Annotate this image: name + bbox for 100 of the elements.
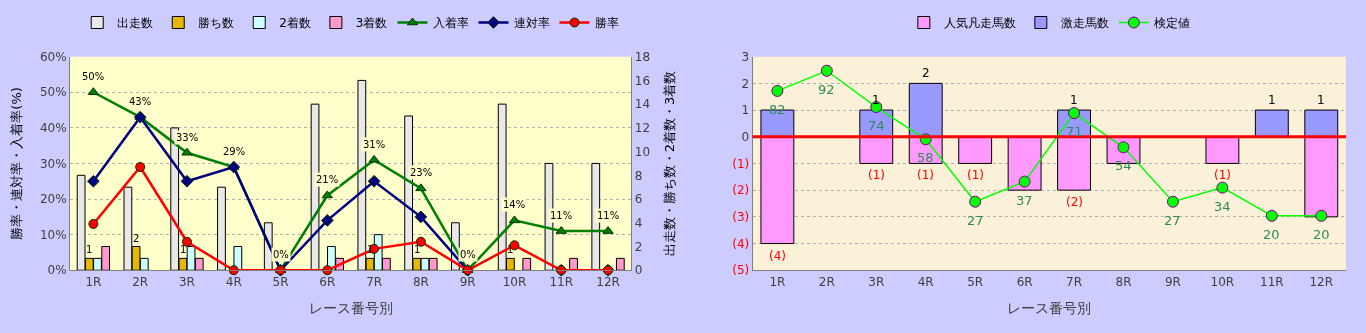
data-label: 20	[1263, 227, 1280, 242]
data-label: 1	[1268, 93, 1276, 107]
data-label: 23%	[410, 167, 433, 178]
y2-tick-label: 0	[634, 263, 643, 278]
point	[414, 210, 428, 224]
x-tick-label: 8R	[1115, 274, 1132, 289]
data-label: 20	[1313, 227, 1330, 242]
data-label: 0%	[273, 249, 289, 260]
x-tick-label: 12R	[1309, 274, 1334, 289]
point	[322, 265, 333, 276]
y-axis-title: 勝率・連対率・入着率(%)	[8, 87, 24, 240]
point	[133, 110, 147, 124]
data-label: 43%	[129, 96, 152, 107]
legend-label: 2着数	[279, 16, 311, 31]
data-label: 92	[818, 82, 835, 97]
point	[320, 214, 334, 227]
data-label: 27	[1164, 213, 1181, 228]
y-tick-label: 50%	[39, 85, 67, 100]
y-tick-label: 1	[741, 103, 750, 118]
x-tick-label: 6R	[319, 274, 336, 289]
x-axis-title: レース番号別	[1007, 299, 1092, 316]
data-label: 29%	[223, 146, 246, 157]
x-tick-label: 11R	[1260, 274, 1284, 289]
point	[227, 160, 241, 174]
point	[181, 236, 192, 247]
data-label: 37	[1016, 193, 1033, 208]
data-label: 31%	[363, 139, 386, 150]
x-tick-label: 2R	[818, 274, 835, 289]
point	[771, 84, 784, 97]
bar	[1304, 136, 1339, 218]
point	[1018, 175, 1031, 188]
bar	[859, 136, 894, 164]
bar	[569, 257, 578, 271]
y2-tick-label: 2	[634, 239, 643, 254]
data-label: 2	[133, 233, 140, 244]
point	[180, 174, 194, 188]
y-tick-label: 10%	[39, 227, 67, 242]
x-tick-label: 5R	[967, 274, 984, 289]
legend-label: 検定値	[1153, 16, 1190, 31]
bar	[217, 186, 226, 271]
legend-label: 連対率	[513, 16, 550, 31]
legend-label: 勝ち数	[198, 16, 235, 31]
y2-tick-label: 18	[634, 49, 651, 64]
bar	[1304, 109, 1339, 138]
y-tick-label: 60%	[39, 49, 67, 64]
point	[181, 147, 193, 156]
data-label: 14%	[503, 199, 526, 210]
y-tick-label: (4)	[732, 236, 750, 251]
data-label: 2	[922, 66, 930, 80]
data-label: 1	[1317, 93, 1325, 107]
x-tick-label: 1R	[85, 274, 102, 289]
legend-label: 勝率	[594, 16, 619, 31]
data-label: (1)	[868, 168, 885, 182]
point	[820, 64, 833, 77]
x-tick-label: 3R	[868, 274, 885, 289]
y-tick-label: 20%	[39, 192, 67, 207]
y-tick-label: 3	[741, 49, 750, 64]
point	[1068, 107, 1081, 120]
legend-label: 出走数	[117, 16, 154, 31]
y-tick-label: 30%	[39, 156, 67, 171]
y-tick-label: (1)	[732, 156, 750, 171]
y-tick-label: 2	[741, 76, 750, 91]
legend-label: 激走馬数	[1060, 16, 1109, 31]
x-tick-label: 4R	[917, 274, 934, 289]
data-label: 33%	[176, 132, 199, 143]
y-tick-label: 40%	[39, 121, 67, 136]
data-label: (1)	[967, 168, 984, 182]
x-tick-label: 10R	[502, 274, 527, 289]
point	[1166, 195, 1179, 208]
y-tick-label: 0%	[47, 263, 67, 278]
data-label: 58	[917, 150, 934, 165]
data-label: 1	[86, 244, 93, 255]
data-label: 1	[1070, 93, 1078, 107]
x-tick-label: 7R	[1066, 274, 1083, 289]
point	[415, 236, 426, 247]
y-tick-label: (5)	[732, 263, 750, 278]
legend-label: 人気凡走馬数	[943, 16, 1016, 31]
point	[1265, 209, 1278, 222]
data-label: 11%	[597, 210, 620, 221]
x-tick-label: 5R	[272, 274, 289, 289]
data-label: 1	[507, 244, 514, 255]
x-tick-label: 11R	[549, 274, 574, 289]
y2-tick-label: 14	[634, 97, 651, 112]
bar	[958, 136, 993, 164]
y2-axis-title: 出走数・勝ち数・2着数・3着数	[661, 70, 677, 257]
data-label: 21%	[316, 174, 339, 185]
data-label: (1)	[1214, 168, 1231, 182]
bar	[908, 82, 943, 138]
x-tick-label: 3R	[178, 274, 195, 289]
point	[415, 183, 427, 192]
x-tick-label: 12R	[596, 274, 620, 289]
x-axis-title: レース番号別	[308, 299, 393, 316]
bar	[615, 257, 625, 271]
data-label: 50%	[82, 71, 105, 82]
y2-tick-label: 6	[634, 192, 643, 207]
data-label: 1	[180, 244, 187, 255]
x-tick-label: 6R	[1016, 274, 1033, 289]
x-tick-label: 8R	[412, 274, 429, 289]
x-tick-label: 7R	[366, 274, 383, 289]
data-label: 1	[367, 244, 374, 255]
